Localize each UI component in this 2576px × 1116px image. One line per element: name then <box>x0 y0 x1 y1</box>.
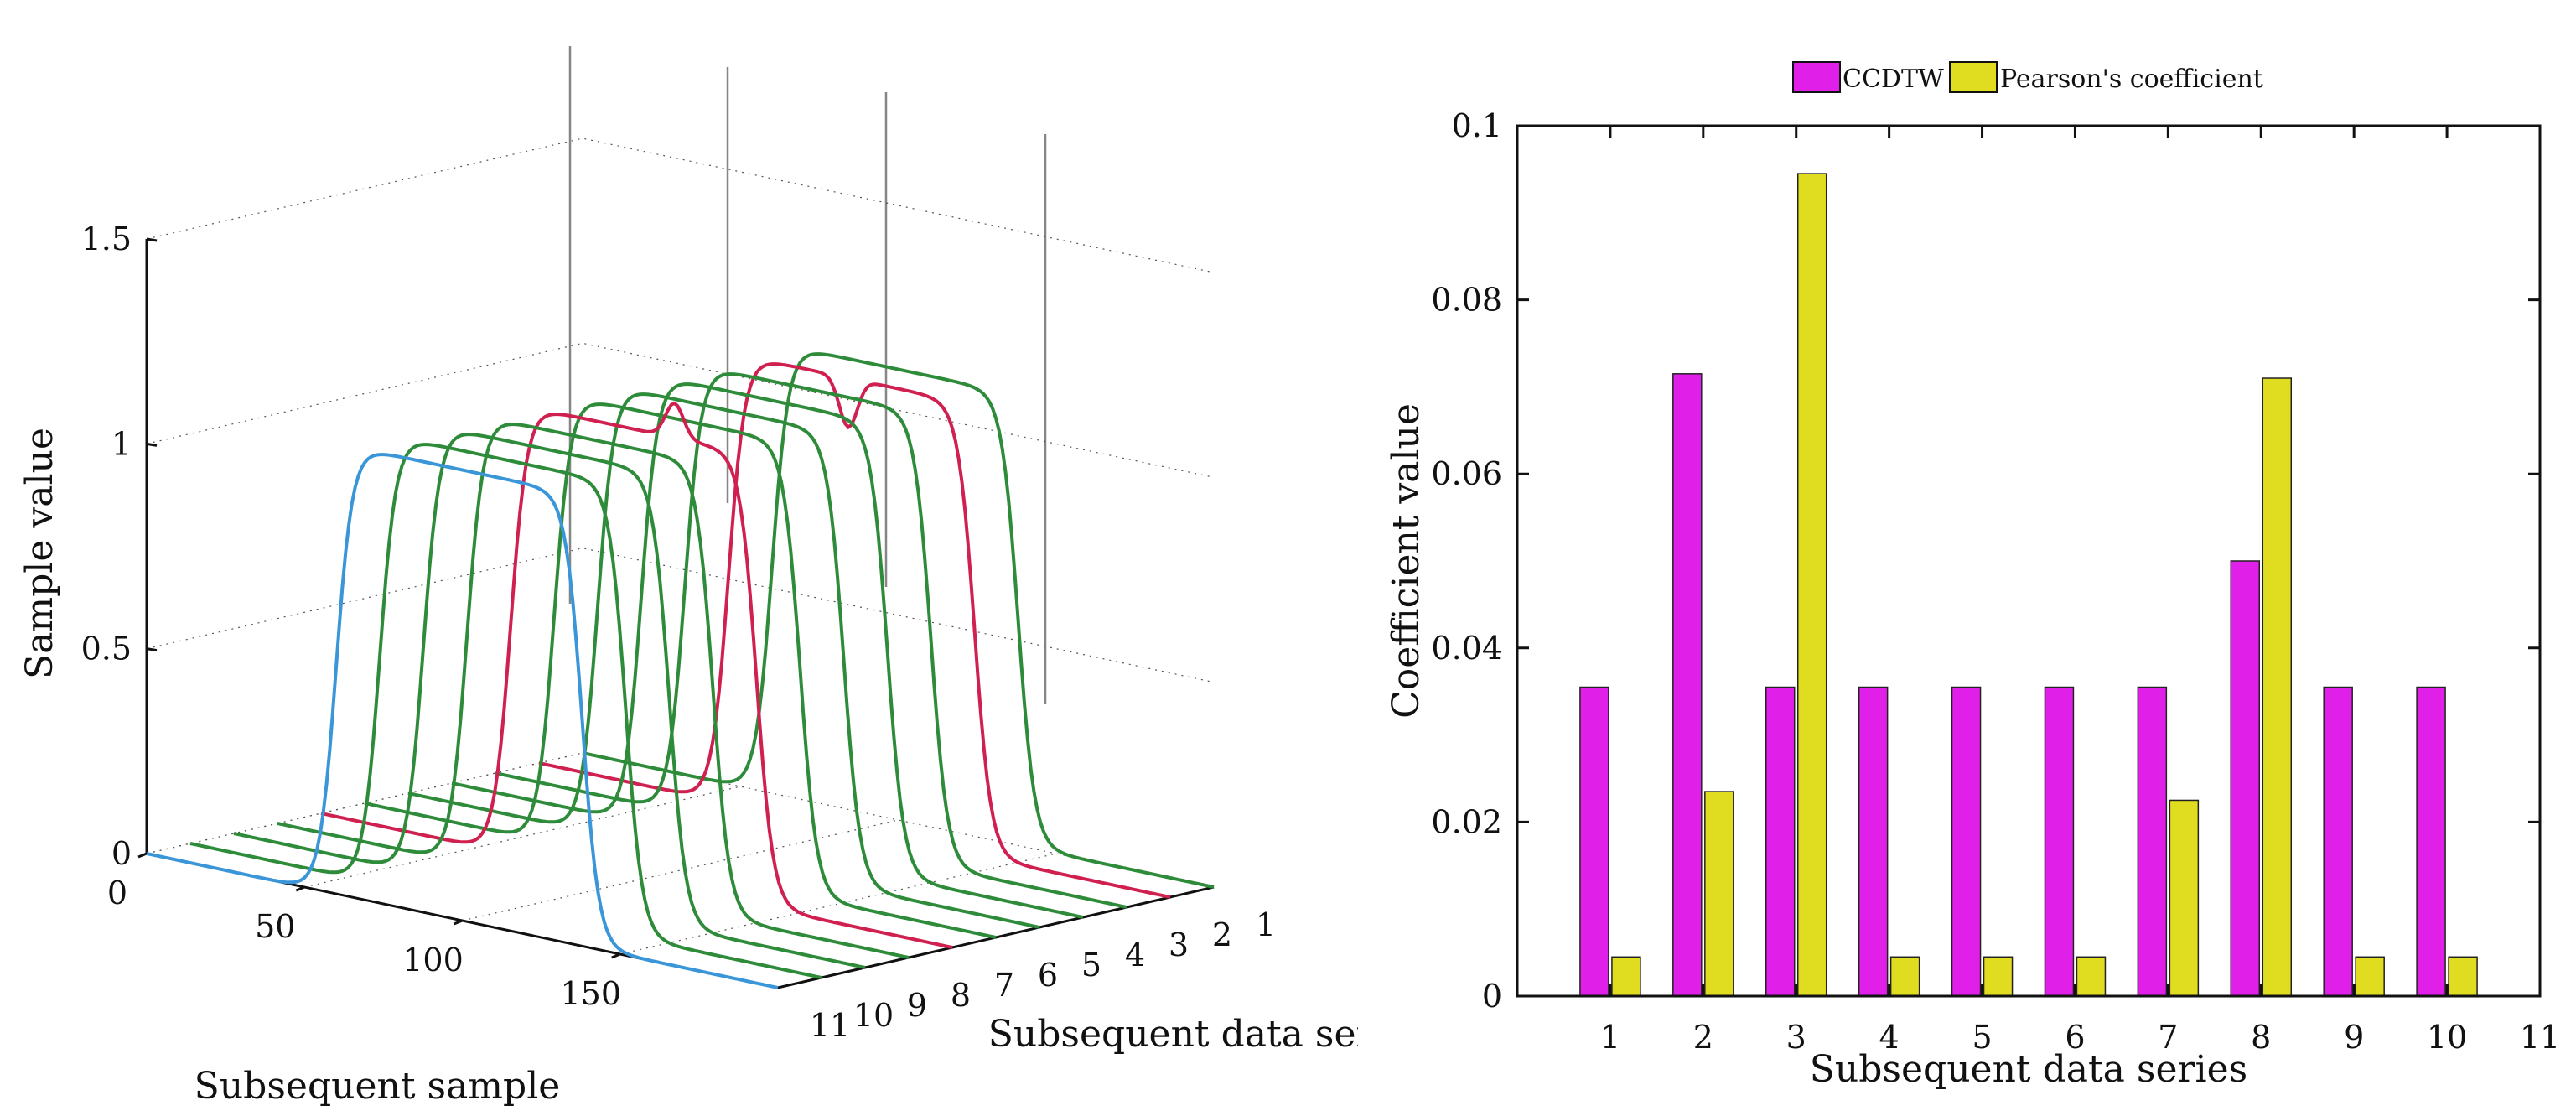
y-axis-label: Subsequent data series <box>988 1013 1358 1056</box>
bar-x-axis-label: Subsequent data series <box>1810 1048 2247 1091</box>
x-tick-mark <box>453 919 464 926</box>
y-tick-label: 0.02 <box>1431 803 1502 840</box>
series-line <box>407 392 1040 929</box>
bar-pearson <box>2448 956 2478 997</box>
series-line <box>451 382 1084 919</box>
bar-ccdtw <box>2044 686 2075 997</box>
z-tick-label: 1.5 <box>81 221 132 257</box>
bar-pearson <box>1611 956 1641 997</box>
bar-tick-labels: 0 0.02 0.04 0.06 0.08 0.1 1 2 3 4 5 6 7 8 9 10 11 <box>1431 107 2560 1056</box>
legend-label-pearson: Pearson's coefficient <box>2000 65 2263 94</box>
legend: CCDTW Pearson's coefficient <box>1792 61 2263 94</box>
x-tick-label: 10 <box>2427 1019 2467 1056</box>
bar-ccdtw <box>2416 686 2446 997</box>
x-tick-label: 6 <box>2065 1019 2085 1056</box>
bar-series <box>1579 173 2478 997</box>
x-tick-label: 3 <box>1786 1019 1806 1056</box>
y-tick-label: 0.06 <box>1431 455 1502 492</box>
waterfall-series-lines <box>146 352 1215 989</box>
bar-ccdtw <box>1579 686 1609 997</box>
bar-pearson <box>2262 377 2293 997</box>
y-tick-label: 0.1 <box>1452 107 1502 144</box>
y-tick-label: 0.08 <box>1431 282 1502 319</box>
z-tick-label: 1 <box>111 425 132 462</box>
x-gridline <box>462 819 899 921</box>
z-tick-mark <box>146 647 158 652</box>
series-tick-label: 1 <box>1256 906 1276 943</box>
bar-ccdtw <box>1858 686 1889 997</box>
series-tick-label: 11 <box>810 1007 850 1044</box>
plot-frame <box>1516 124 2542 998</box>
legend-swatch-pearson <box>1949 61 1998 93</box>
bar-ccdtw <box>2230 560 2261 997</box>
z-tick-mark <box>146 442 158 447</box>
x-tick-mark <box>295 885 305 892</box>
z-tick-mark <box>146 237 158 242</box>
z-gridline <box>146 342 1215 478</box>
bar-pearson <box>1983 956 2014 997</box>
legend-label-ccdtw: CCDTW <box>1843 65 1944 94</box>
series-line <box>277 423 910 959</box>
series-line <box>320 401 953 949</box>
bar-pearson <box>1704 791 1734 997</box>
bar-ccdtw <box>1951 686 1982 997</box>
x-tick-label: 150 <box>560 975 621 1012</box>
x-tick-label: 8 <box>2251 1019 2271 1056</box>
x-tick-label: 50 <box>255 908 295 945</box>
bar-y-axis-label: Coefficient value <box>1385 403 1428 719</box>
series-line <box>582 352 1215 889</box>
x-tick-label: 1 <box>1600 1019 1620 1056</box>
bar-pearson <box>1796 173 1827 997</box>
bar-ccdtw <box>1765 686 1796 997</box>
series-line <box>189 443 822 979</box>
bar-ccdtw <box>2137 686 2168 997</box>
bar-pearson <box>2355 956 2385 997</box>
series-tick-label: 4 <box>1125 937 1145 973</box>
x-tick-label: 100 <box>402 942 464 978</box>
x-gridline <box>619 853 1056 955</box>
x-tick-label: 5 <box>1972 1019 1992 1056</box>
series-tick-label: 3 <box>1169 927 1189 963</box>
waterfall-axes <box>137 237 1215 989</box>
series-tick-label: 6 <box>1038 957 1058 994</box>
series-tick-label: 8 <box>951 977 971 1014</box>
series-tick-label: 2 <box>1212 916 1232 953</box>
x-tick-mark <box>137 852 148 859</box>
bar-ccdtw <box>1672 373 1703 997</box>
x-tick-label: 7 <box>2158 1019 2178 1056</box>
legend-swatch-ccdtw <box>1792 61 1841 93</box>
z-gridline <box>146 752 1215 888</box>
bar-pearson <box>1889 956 1920 997</box>
x-tick-label: 4 <box>1879 1019 1900 1056</box>
series-line <box>233 433 866 969</box>
x-tick-label: 2 <box>1693 1019 1713 1056</box>
y-tick-label: 0 <box>1482 978 1502 1015</box>
x-tick-mark <box>611 952 621 959</box>
series-tick-label: 10 <box>853 997 894 1034</box>
series-line <box>495 372 1127 909</box>
x-axis-label: Subsequent sample <box>194 1065 561 1108</box>
bar-pearson <box>2169 799 2200 997</box>
y-tick-label: 0.04 <box>1431 630 1502 667</box>
series-tick-label: 5 <box>1081 947 1101 984</box>
x-tick-label: 9 <box>2344 1019 2364 1056</box>
series-line <box>146 453 779 989</box>
series-line <box>538 362 1171 899</box>
series-tick-label: 9 <box>907 987 927 1024</box>
series-tick-label: 7 <box>994 967 1014 1004</box>
bar-chart: CCDTW Pearson's coefficient 0 0.02 0.04 0.0… <box>1385 61 2560 1091</box>
z-tick-label: 0.5 <box>81 631 132 667</box>
bar-pearson <box>2076 956 2107 997</box>
x-tick-label: 11 <box>2520 1019 2560 1056</box>
series-line <box>364 402 997 939</box>
x-gridline <box>304 786 741 888</box>
x-tick-label: 0 <box>107 875 127 911</box>
bar-ccdtw <box>2323 686 2353 997</box>
z-gridline <box>146 138 1215 273</box>
z-axis-label: Sample value <box>18 428 61 679</box>
z-tick-label: 0 <box>111 835 132 872</box>
z-gridline <box>146 548 1215 683</box>
